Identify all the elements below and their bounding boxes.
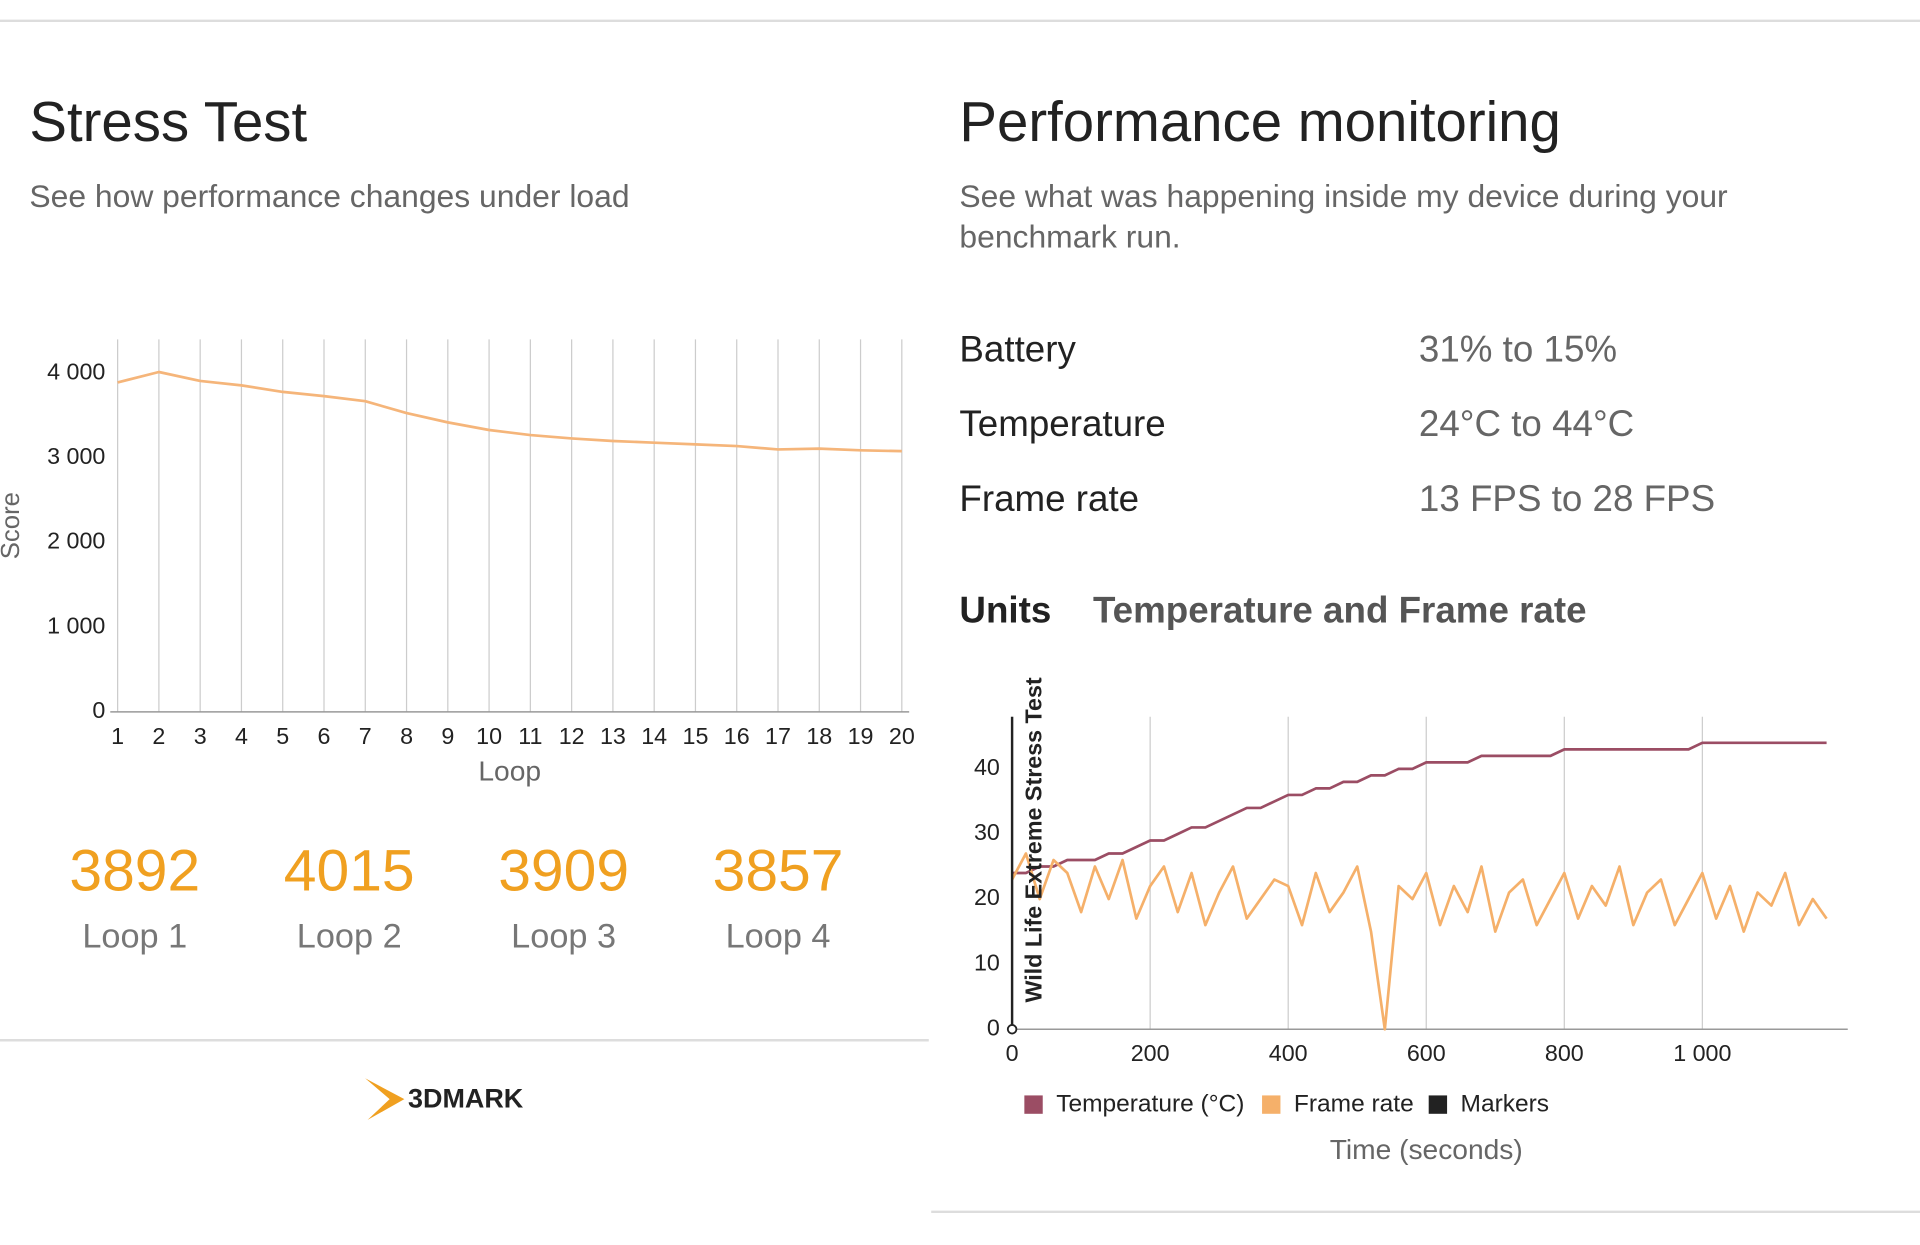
- y-tick-label: 4 000: [47, 358, 105, 384]
- section-subtitle: See how performance changes under load: [29, 178, 629, 214]
- line-series: [1012, 741, 1827, 875]
- legend-swatch: [1428, 1095, 1448, 1114]
- y-tick-label: 10: [974, 949, 1000, 975]
- stat-label: Frame rate: [959, 478, 1139, 519]
- x-tick-label: 6: [318, 723, 331, 749]
- y-tick-label: 40: [974, 754, 1000, 780]
- y-tick-label: 3 000: [47, 443, 105, 469]
- y-tick-label: 30: [974, 819, 1000, 845]
- x-tick-label: 12: [559, 723, 585, 749]
- stat-value: 13 FPS to 28 FPS: [1419, 478, 1715, 519]
- x-tick-label: 3: [194, 723, 207, 749]
- y-tick-label: 2 000: [47, 528, 105, 554]
- legend-label: Temperature (°C): [1056, 1091, 1244, 1118]
- score-label: Loop 2: [297, 918, 402, 956]
- legend-label: Markers: [1461, 1091, 1549, 1118]
- stat-label: Battery: [959, 328, 1076, 369]
- legend-swatch: [1024, 1095, 1043, 1114]
- x-tick-label: 19: [848, 723, 874, 749]
- stat-value: 31% to 15%: [1419, 328, 1617, 369]
- x-tick-label: 600: [1407, 1040, 1446, 1066]
- score-value: 4015: [284, 838, 415, 903]
- legend-label: Frame rate: [1294, 1091, 1414, 1118]
- x-tick-label: 8: [400, 723, 413, 749]
- x-tick-label: 17: [765, 723, 791, 749]
- x-axis-label: Loop: [478, 755, 541, 787]
- score-value: 3909: [498, 838, 629, 903]
- stat-label: Temperature: [959, 403, 1165, 444]
- units-value[interactable]: Temperature and Frame rate: [1093, 589, 1587, 630]
- x-tick-label: 800: [1545, 1040, 1584, 1066]
- score-label: Loop 3: [511, 918, 616, 956]
- section-description: See what was happening inside my device …: [959, 178, 1728, 214]
- x-tick-label: 11: [518, 723, 542, 749]
- x-axis-label: Time (seconds): [1330, 1133, 1523, 1165]
- marker-point: [1006, 1024, 1018, 1035]
- score-value: 3857: [713, 838, 844, 903]
- units-label: Units: [959, 589, 1051, 630]
- score-label: Loop 4: [726, 918, 831, 956]
- y-axis-label: Score: [0, 492, 25, 559]
- legend-swatch: [1262, 1095, 1281, 1114]
- x-tick-label: 13: [600, 723, 626, 749]
- x-tick-label: 18: [806, 723, 832, 749]
- line-series: [1010, 852, 1828, 1031]
- x-tick-label: 10: [476, 723, 502, 749]
- section-title: Stress Test: [29, 90, 307, 153]
- x-tick-label: 5: [276, 723, 289, 749]
- score-label: Loop 1: [82, 918, 187, 956]
- y-tick-label: 1 000: [47, 612, 105, 638]
- line-series: [117, 370, 902, 453]
- y-tick-label: 0: [987, 1014, 1000, 1040]
- x-tick-label: 16: [724, 723, 750, 749]
- x-tick-label: 400: [1269, 1040, 1308, 1066]
- score-value: 3892: [69, 838, 200, 903]
- logo-text: 3DMARK: [408, 1083, 524, 1113]
- y-tick-label: 0: [92, 697, 105, 723]
- x-tick-label: 1 000: [1673, 1040, 1731, 1066]
- x-tick-label: 9: [441, 723, 454, 749]
- x-tick-label: 4: [235, 723, 248, 749]
- section-title: Performance monitoring: [959, 90, 1560, 153]
- x-tick-label: 0: [1006, 1040, 1019, 1066]
- x-tick-label: 200: [1131, 1040, 1170, 1066]
- marker-label: Wild Life Extreme Stress Test: [1021, 677, 1047, 1002]
- y-tick-label: 20: [974, 884, 1000, 910]
- x-tick-label: 7: [359, 723, 372, 749]
- x-tick-label: 15: [683, 723, 709, 749]
- logo: 3DMARK: [365, 1078, 524, 1120]
- logo-icon: [365, 1078, 405, 1120]
- stat-value: 24°C to 44°C: [1419, 403, 1634, 444]
- x-tick-label: 1: [111, 723, 124, 749]
- section-description: benchmark run.: [959, 218, 1180, 254]
- x-tick-label: 20: [889, 723, 915, 749]
- x-tick-label: 2: [152, 723, 165, 749]
- x-tick-label: 14: [641, 723, 667, 749]
